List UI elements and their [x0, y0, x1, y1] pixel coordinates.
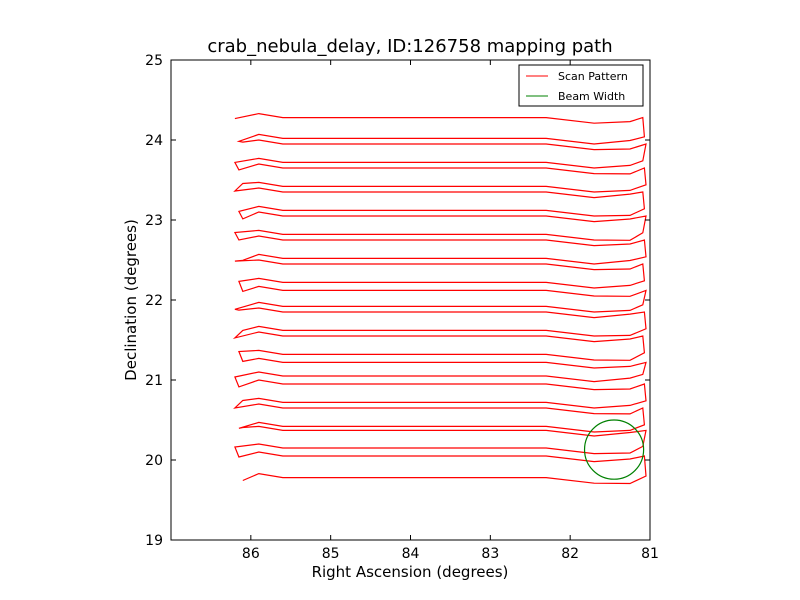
series-layer	[232, 112, 647, 485]
legend-box	[518, 64, 644, 107]
y-tick-label: 19	[145, 533, 163, 549]
x-tick-label: 84	[402, 546, 420, 562]
beam-width-circle	[583, 419, 645, 480]
x-tick-label: 86	[242, 546, 260, 562]
chart-title: crab_nebula_delay, ID:126758 mapping pat…	[207, 36, 612, 57]
y-tick-label: 25	[145, 53, 163, 69]
x-tick-label: 83	[481, 546, 499, 562]
x-tick-label: 82	[561, 546, 579, 562]
legend-scan-pattern-label: Scan Pattern	[558, 70, 628, 83]
x-tick-label: 81	[641, 546, 659, 562]
y-axis-label: Declination (degrees)	[122, 219, 140, 381]
legend: Scan Pattern Beam Width	[518, 64, 644, 107]
plot-area	[232, 112, 647, 485]
y-tick-label: 22	[145, 293, 163, 309]
legend-beam-width-label: Beam Width	[558, 90, 625, 103]
y-tick-label: 20	[145, 453, 163, 469]
x-tick-label: 85	[322, 546, 340, 562]
y-tick-label: 23	[145, 213, 163, 229]
y-tick-label: 24	[145, 133, 163, 149]
y-axis: 19 20 21 22 23 24 25	[145, 53, 650, 549]
x-axis-label: Right Ascension (degrees)	[312, 563, 509, 581]
plot-frame	[170, 59, 651, 541]
scan-pattern-line	[232, 112, 647, 485]
y-tick-label: 21	[145, 373, 163, 389]
x-axis: 86 85 84 83 82 81	[242, 60, 659, 562]
